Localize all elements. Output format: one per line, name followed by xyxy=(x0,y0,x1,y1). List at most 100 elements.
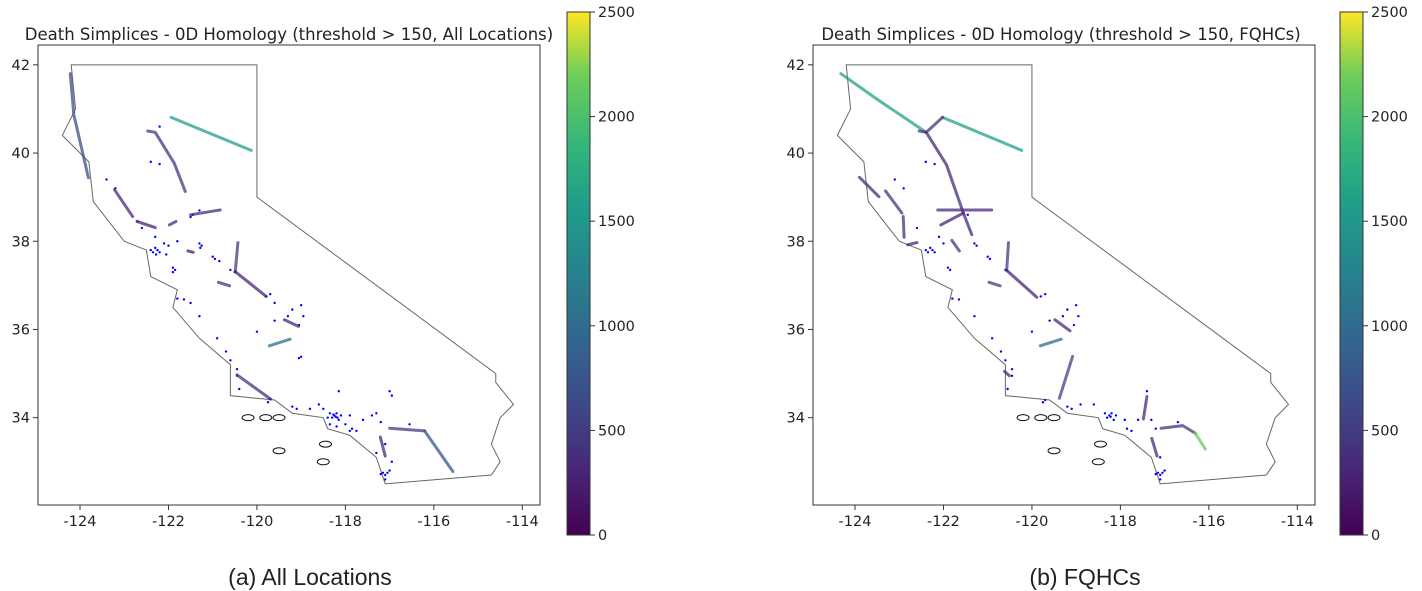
location-point xyxy=(229,359,232,362)
location-point xyxy=(337,418,340,422)
california-outline xyxy=(836,64,1290,485)
death-simplex-segment xyxy=(839,72,927,133)
location-point xyxy=(1048,319,1051,322)
location-point xyxy=(266,401,270,404)
location-point xyxy=(1161,471,1164,475)
location-point xyxy=(929,246,932,250)
y-tick-label: 40 xyxy=(12,146,30,162)
death-simplex-segment xyxy=(1159,424,1197,435)
death-simplex-segment xyxy=(901,215,906,239)
location-point xyxy=(335,425,338,428)
location-point xyxy=(273,319,276,322)
location-point xyxy=(344,423,347,426)
location-point xyxy=(1044,398,1047,402)
location-point xyxy=(1130,429,1133,433)
location-point xyxy=(933,251,936,254)
location-point xyxy=(1061,315,1065,318)
location-point xyxy=(229,268,232,272)
location-point xyxy=(361,418,365,422)
location-point xyxy=(198,315,201,318)
death-simplex-segment xyxy=(906,241,919,247)
location-point xyxy=(198,242,201,245)
island-shape xyxy=(272,414,286,422)
death-simplex-segment xyxy=(1053,318,1072,333)
panel-fqhcs: Death Simplices - 0D Homology (threshold… xyxy=(787,5,1408,590)
location-point xyxy=(154,246,157,250)
location-point xyxy=(1010,374,1014,377)
location-point xyxy=(224,350,228,353)
location-point xyxy=(390,394,394,397)
location-point xyxy=(1110,412,1113,415)
y-tick-label: 40 xyxy=(787,146,805,162)
location-point xyxy=(299,355,303,359)
location-point xyxy=(140,226,144,230)
colorbar-tick-label: 2500 xyxy=(598,5,635,21)
island-shape xyxy=(316,458,330,466)
location-point xyxy=(337,390,340,393)
location-point xyxy=(176,297,179,300)
colorbar-tick-label: 1000 xyxy=(1371,319,1408,335)
location-point xyxy=(948,268,952,272)
location-point xyxy=(946,266,950,269)
death-simplex-segment xyxy=(135,219,157,230)
location-point xyxy=(933,162,936,166)
location-point xyxy=(173,268,177,272)
x-tick-label: -124 xyxy=(839,514,872,530)
location-point xyxy=(182,298,186,301)
location-point xyxy=(176,240,179,243)
location-point xyxy=(1145,390,1149,393)
death-simplex-segment xyxy=(146,129,187,193)
death-simplex-segment xyxy=(950,238,961,253)
location-point xyxy=(291,308,294,311)
location-point xyxy=(1103,412,1107,415)
island-shape xyxy=(318,440,332,448)
colorbar xyxy=(566,11,591,536)
location-point xyxy=(1077,315,1080,318)
location-point xyxy=(388,469,391,472)
location-point xyxy=(1125,427,1129,430)
location-point xyxy=(383,442,387,446)
location-point xyxy=(149,248,152,252)
location-point xyxy=(1158,473,1162,477)
location-point xyxy=(291,405,294,408)
location-point xyxy=(328,412,332,415)
death-simplex-segment xyxy=(924,130,974,237)
location-point xyxy=(951,297,954,300)
location-point xyxy=(158,162,161,166)
location-point xyxy=(335,412,338,415)
x-tick-label: -118 xyxy=(1104,514,1137,530)
panel-caption: (a) All Locations xyxy=(228,564,392,590)
location-point xyxy=(379,420,382,424)
axes-frame xyxy=(812,44,1316,506)
location-point xyxy=(1066,405,1069,408)
death-simplex-segment xyxy=(1005,241,1010,272)
location-point xyxy=(1158,456,1162,459)
location-point xyxy=(255,330,259,333)
axes-frame xyxy=(37,44,541,506)
island-shape xyxy=(1034,414,1048,422)
death-simplex-segment xyxy=(189,208,222,217)
death-simplex-segment xyxy=(423,429,455,473)
location-point xyxy=(973,315,976,318)
location-point xyxy=(1070,407,1073,411)
location-point xyxy=(915,226,919,230)
location-point xyxy=(1079,403,1082,406)
colorbar xyxy=(1339,11,1364,536)
y-tick-label: 38 xyxy=(12,234,30,250)
death-simplex-segment xyxy=(282,318,301,328)
location-point xyxy=(1041,401,1045,404)
island-shape xyxy=(272,447,286,455)
location-point xyxy=(1010,367,1014,371)
x-tick-label: -124 xyxy=(64,514,97,530)
death-simplex-segment xyxy=(378,435,387,458)
location-point xyxy=(200,244,203,247)
death-simplex-segment xyxy=(857,175,881,199)
location-point xyxy=(302,315,305,318)
location-point xyxy=(973,242,976,245)
location-point xyxy=(350,427,354,430)
colorbar-tick-label: 2000 xyxy=(598,110,635,126)
location-point xyxy=(1092,403,1096,406)
death-simplex-segment xyxy=(186,249,195,254)
x-tick-label: -114 xyxy=(1281,514,1314,530)
